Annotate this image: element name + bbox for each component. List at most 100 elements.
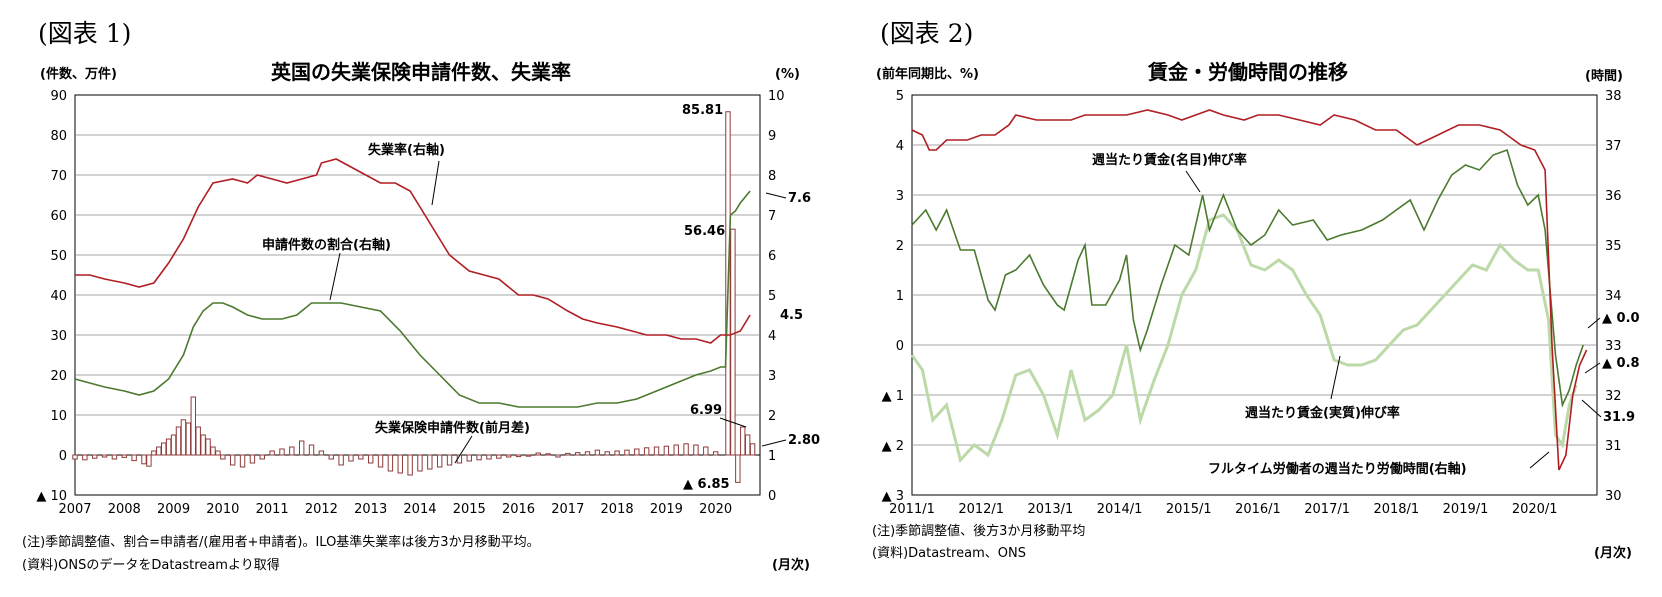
y-tick-left: ▲ 3: [882, 489, 904, 504]
y-tick-right: 32: [1605, 389, 1622, 404]
figure-1-ann-5646: 56.46: [684, 224, 725, 239]
figure-1-left-axis-unit: (件数、万件): [40, 66, 117, 82]
y-tick-right: 36: [1605, 189, 1622, 204]
claims-bar: [436, 454, 443, 468]
y-tick-right: 8: [768, 169, 776, 184]
y-tick-left: 40: [50, 289, 67, 304]
y-tick-right: 37: [1605, 139, 1622, 154]
figure-1-grid: [75, 134, 760, 456]
claims-bar: [156, 446, 162, 456]
figure-2-callout-hours: [1529, 451, 1550, 469]
claims-bar: [220, 454, 226, 460]
claims-bar: [318, 450, 325, 456]
claims-bar: [205, 438, 211, 456]
claims-bar: [180, 419, 187, 456]
claims-bar: [146, 454, 152, 467]
claims-bar: [574, 452, 581, 456]
y-tick-left: 90: [50, 89, 67, 104]
figure-2-ann-08: ▲ 0.8: [1602, 356, 1640, 371]
figure-1: (図表 1) 英国の失業保険申請件数、失業率 (件数、万件) (%) ▲ 10 0…: [22, 19, 820, 573]
claims-bar: [170, 434, 177, 456]
figure-1-label: (図表 1): [38, 19, 131, 48]
x-tick: 2013: [354, 502, 387, 517]
y-tick-left: 10: [50, 409, 67, 424]
claims-bar: [92, 454, 98, 459]
y-tick-left: 50: [50, 249, 67, 264]
figure-2-note: (注)季節調整値、後方3か月移動平均: [872, 523, 1085, 539]
figure-2-left-ticks: ▲ 3 ▲ 2 ▲ 1 0 1 2 3 4 5: [882, 89, 904, 504]
claims-bar: [703, 446, 709, 456]
figure-1-ann-76: 7.6: [788, 191, 811, 206]
claims-bar: [476, 454, 482, 461]
figure-2-callout-00: [1587, 317, 1601, 329]
claims-bar: [673, 444, 679, 456]
claims-bar: [730, 228, 736, 456]
claims-bar: [749, 443, 756, 456]
y-tick-right: 0: [768, 489, 776, 504]
claims-bar: [407, 454, 413, 476]
x-tick: 2014: [403, 502, 436, 517]
x-tick: 2011/1: [889, 502, 935, 517]
figure-1-callout-76: [765, 192, 787, 199]
claims-bar: [298, 440, 305, 456]
claims-bar: [308, 444, 315, 456]
claims-bar: [634, 448, 640, 456]
y-tick-right: 6: [768, 249, 776, 264]
y-tick-left: 1: [896, 289, 904, 304]
x-tick: 2016/1: [1235, 502, 1281, 517]
figure-1-x-ticks: 2007 2008 2009 2010 2011 2012 2013 2014 2015 2016…: [58, 502, 732, 517]
x-tick: 2020: [699, 502, 732, 517]
y-tick-right: 38: [1605, 89, 1622, 104]
claims-bar: [387, 454, 394, 472]
y-tick-left: 5: [896, 89, 904, 104]
y-tick-right: 7: [768, 209, 776, 224]
y-tick-left: 3: [896, 189, 904, 204]
x-tick: 2011: [256, 502, 289, 517]
figure-2-callout-real: [1330, 355, 1341, 400]
claims-bar: [740, 426, 746, 456]
claims-bar: [565, 452, 571, 456]
y-tick-left: ▲ 1: [882, 389, 904, 404]
claims-bar: [367, 454, 374, 464]
figure-1-right-axis-unit: (%): [775, 67, 800, 82]
y-tick-right: 33: [1605, 339, 1622, 354]
x-tick: 2018: [601, 502, 634, 517]
claims-bar: [175, 426, 182, 456]
claims-bar: [446, 454, 453, 466]
figure-2-left-axis-unit: (前年同期比、%): [876, 66, 979, 82]
y-tick-right: 5: [768, 289, 776, 304]
x-tick: 2014/1: [1097, 502, 1143, 517]
claims-bar: [121, 454, 127, 458]
figure-1-callout-280: [761, 439, 787, 447]
y-tick-left: 0: [59, 449, 67, 464]
claims-bar: [653, 446, 660, 456]
claims-bar: [693, 444, 699, 456]
x-tick: 2019: [650, 502, 683, 517]
claims-bar: [712, 451, 719, 456]
x-tick: 2018/1: [1373, 502, 1419, 517]
figure-2-callout-319: [1581, 399, 1602, 418]
figure-1-note: (注)季節調整値、割合=申請者/(雇用者+申請者)。ILO基準失業率は後方3か月…: [22, 534, 540, 550]
figure-2-right-ticks: 30 31 32 33 34 35 36 37 38: [1605, 89, 1622, 504]
figure-2-ann-00: ▲ 0.0: [1602, 311, 1640, 326]
y-tick-right: 4: [768, 329, 776, 344]
figure-1-ann-280: 2.80: [788, 433, 820, 448]
claims-bar: [466, 454, 472, 462]
x-tick: 2007: [58, 502, 91, 517]
claims-bar: [397, 454, 403, 474]
claims-bar: [555, 454, 561, 458]
claims-bar: [348, 454, 354, 462]
figure-1-unemployment-line: [75, 158, 751, 344]
claims-bar: [249, 454, 256, 464]
claims-bar: [279, 448, 285, 456]
claims-bar: [427, 454, 433, 470]
claims-bar: [535, 452, 541, 456]
y-tick-left: 0: [896, 339, 904, 354]
x-tick: 2015/1: [1166, 502, 1212, 517]
claims-bar: [496, 454, 502, 459]
claims-bar: [101, 454, 108, 458]
figure-1-label-claims: 失業保険申請件数(前月差): [375, 420, 530, 436]
figure-2-label: (図表 2): [880, 19, 973, 48]
figure-2-label-nominal: 週当たり賃金(名目)伸び率: [1092, 152, 1247, 168]
figure-2-hours-line: [911, 109, 1588, 471]
